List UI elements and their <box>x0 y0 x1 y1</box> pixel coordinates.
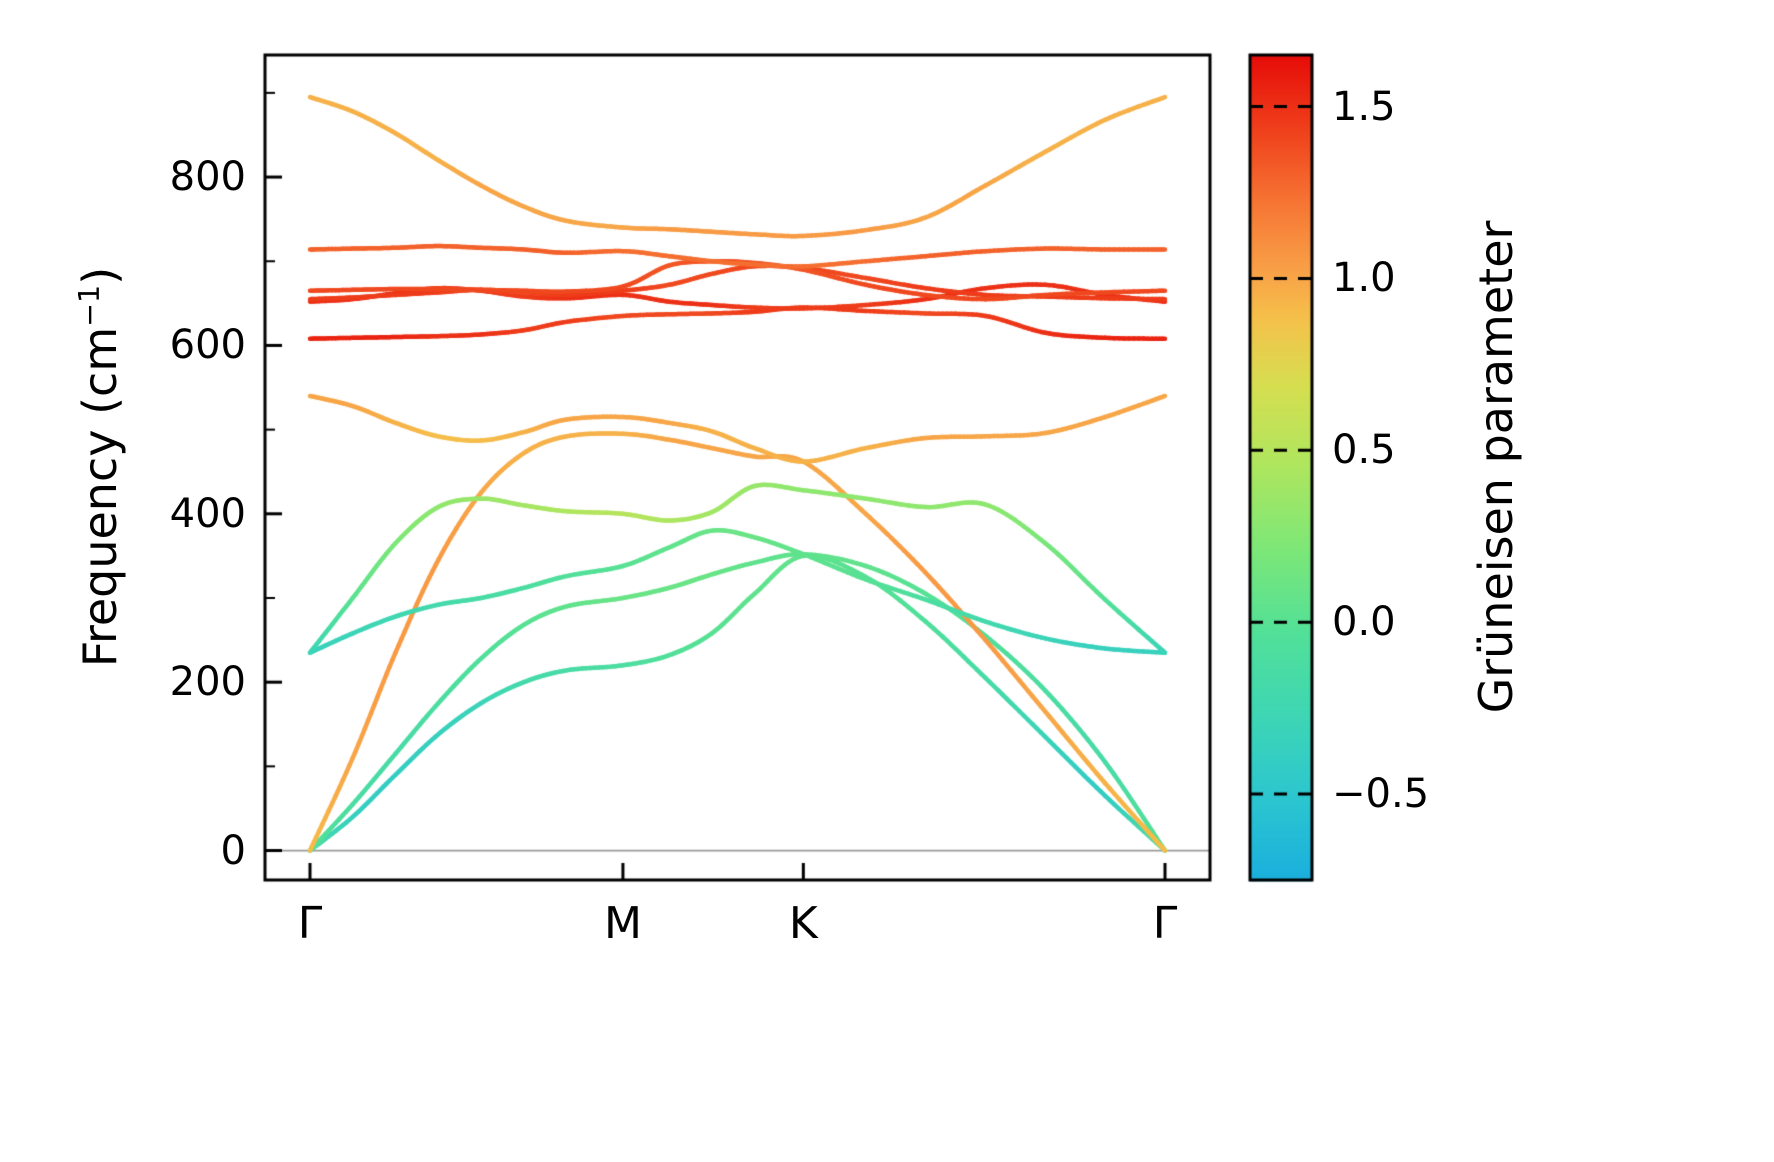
phonon-band-structure-figure: Frequency (cm−1) Grüneisen parameter 0 20… <box>0 0 1774 1162</box>
band-structure-canvas <box>0 0 1774 1162</box>
